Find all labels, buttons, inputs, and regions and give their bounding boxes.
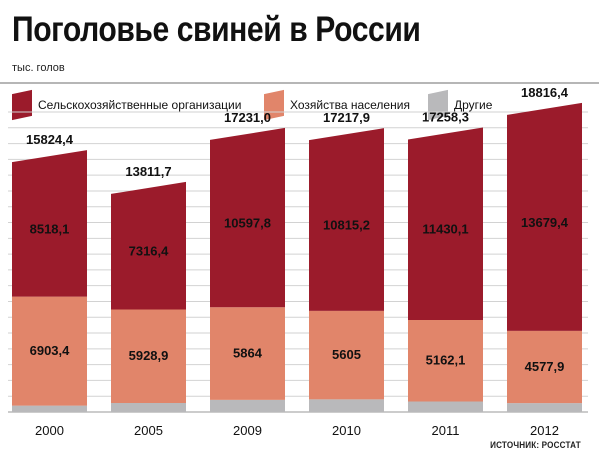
bar-segment xyxy=(12,150,87,297)
units-label: тыс. голов xyxy=(12,62,65,74)
bar-segment xyxy=(111,181,186,310)
segment-value-label: 5928,9 xyxy=(129,348,169,363)
bar-segment xyxy=(408,127,483,320)
segment-value-label: 7316,4 xyxy=(129,244,170,259)
segment-value-label: 13679,4 xyxy=(521,215,569,230)
segment-value-label: 11430,1 xyxy=(422,222,468,237)
bar-segment xyxy=(12,296,87,406)
bar-segment xyxy=(309,310,384,400)
legend-label-households: Хозяйства населения xyxy=(290,98,410,112)
segment-value-label: 6903,4 xyxy=(30,343,71,358)
bar-segment xyxy=(111,403,186,412)
bar-segment xyxy=(210,307,285,400)
bar-segment xyxy=(309,399,384,412)
bar-segment xyxy=(309,128,384,311)
total-value-label: 17258,3 xyxy=(422,110,469,125)
segment-value-label: 10815,2 xyxy=(323,218,370,233)
segment-value-label: 4577,9 xyxy=(525,359,565,374)
bar-segment xyxy=(507,102,582,331)
bar-segment xyxy=(408,319,483,402)
bar-segment xyxy=(210,399,285,412)
x-tick-label: 2010 xyxy=(332,423,361,438)
chart-legend: Сельскохозяйственные организации Хозяйст… xyxy=(0,89,599,121)
bar-segment xyxy=(507,403,582,412)
total-value-label: 17217,9 xyxy=(323,110,370,125)
bar-segment xyxy=(507,330,582,404)
x-tick-label: 2011 xyxy=(432,423,460,438)
title-divider xyxy=(0,82,599,84)
x-tick-label: 2012 xyxy=(530,423,559,438)
segment-value-label: 5162,1 xyxy=(426,353,466,368)
total-value-label: 13811,7 xyxy=(125,164,171,179)
source-note: ИСТОЧНИК: РОССТАТ xyxy=(490,440,581,450)
bar-segment xyxy=(111,309,186,404)
bar-segment xyxy=(408,401,483,412)
x-tick-label: 2009 xyxy=(233,423,262,438)
segment-value-label: 10597,8 xyxy=(224,216,271,231)
segment-value-label: 5864 xyxy=(233,346,263,361)
segment-value-label: 8518,1 xyxy=(30,221,70,236)
legend-label-other: Другие xyxy=(454,98,493,112)
page-title: Поголовье свиней в России xyxy=(12,10,421,49)
segment-value-label: 5605 xyxy=(332,347,361,362)
x-tick-label: 2005 xyxy=(134,423,163,438)
total-value-label: 17231,0 xyxy=(224,110,271,125)
total-value-label: 15824,4 xyxy=(26,132,74,147)
total-value-label: 18816,4 xyxy=(521,85,569,100)
x-tick-label: 2000 xyxy=(35,423,64,438)
legend-label-agri-orgs: Сельскохозяйственные организации xyxy=(38,98,242,112)
bar-segment xyxy=(12,405,87,412)
bar-segment xyxy=(210,127,285,308)
